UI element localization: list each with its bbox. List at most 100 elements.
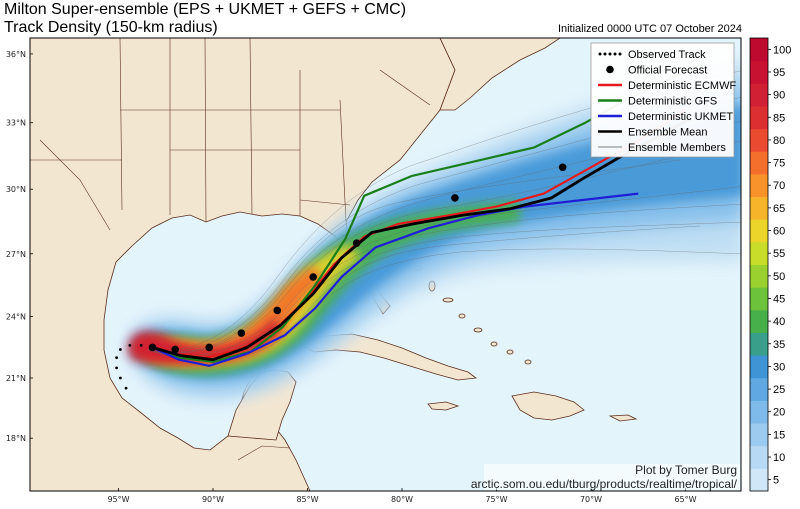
lat-label: 24°N (6, 313, 26, 322)
colorbar-segment (750, 445, 768, 469)
colorbar-segment (750, 400, 768, 424)
lon-label: 65°W (674, 495, 696, 504)
ukmet-track (152, 192, 639, 367)
official-forecast-point (451, 194, 459, 202)
lat-label: 36°N (6, 50, 26, 59)
colorbar-segment (750, 287, 768, 311)
colorbar-segment (750, 128, 768, 152)
colorbar-tick-label: 30 (773, 361, 785, 373)
lon-label: 95°W (107, 495, 129, 504)
legend: Observed Track Official Forecast Determini… (590, 42, 736, 158)
colorbar-tick-label: 45 (773, 293, 785, 305)
observed-track-point (115, 366, 119, 370)
official-forecast-point (205, 343, 214, 352)
legend-swatch-observed (598, 52, 602, 56)
colorbar-segment (750, 173, 768, 198)
legend-swatch-forecast (606, 65, 614, 74)
colorbar-tick-label: 65 (773, 203, 785, 215)
colorbar-segment (750, 38, 768, 62)
credit-author: Plot by Tomer Burg (635, 463, 737, 477)
puerto-rico-island (608, 414, 638, 422)
legend-label: Ensemble Members (628, 142, 726, 154)
colorbar-tick-label: 100 (773, 44, 791, 56)
official-forecast-point (171, 345, 179, 354)
lon-label: 75°W (485, 495, 507, 504)
colorbar-segment (750, 309, 768, 333)
observed-track-point (115, 356, 119, 360)
ecmwf-track (152, 108, 687, 359)
colorbar-tick-label: 35 (773, 339, 785, 351)
legend-swatch-observed (608, 52, 612, 56)
initialized-timestamp: Initialized 0000 UTC 07 October 2024 (557, 23, 742, 35)
observed-track-point (118, 376, 122, 380)
hispaniola-island (511, 391, 585, 421)
legend-label: Ensemble Mean (628, 127, 708, 139)
observed-track-point (118, 348, 122, 351)
lat-label: 30°N (6, 185, 26, 194)
lat-label: 21°N (6, 374, 26, 383)
official-forecast-point (352, 239, 361, 247)
colorbar-segment (750, 377, 768, 401)
colorbar-segment (750, 105, 768, 130)
lat-label: 33°N (6, 119, 26, 128)
colorbar-tick-label: 85 (773, 112, 785, 124)
colorbar-tick-label: 75 (773, 158, 785, 170)
observed-track-points (115, 344, 154, 390)
legend-swatch-observed (618, 52, 622, 56)
colorbar-segment (750, 241, 768, 265)
colorbar-tick-label: 60 (773, 226, 785, 238)
legend-label: Official Forecast (628, 65, 707, 77)
colorbar-tick-label: 50 (773, 271, 785, 283)
colorbar-tick-label: 15 (773, 429, 785, 441)
gfs-track (152, 62, 705, 363)
official-forecast-points (148, 163, 567, 354)
colorbar-tick-label: 5 (773, 475, 779, 487)
colorbar-tick-label: 55 (773, 248, 785, 260)
observed-track-point (151, 344, 154, 347)
colorbar-segment (750, 355, 768, 379)
colorbar-segment (750, 83, 768, 107)
colorbar-segment (750, 60, 768, 84)
colorbar-tick-label: 95 (773, 67, 785, 79)
official-forecast-point (558, 163, 567, 172)
colorbar-tick-label: 90 (773, 90, 785, 102)
country-borders (39, 139, 291, 461)
state-borders (30, 38, 431, 223)
official-forecast-point (309, 273, 317, 281)
lat-label: 18°N (6, 434, 26, 443)
colorbar-tick-label: 40 (773, 316, 785, 328)
legend-label: Deterministic UKMET (628, 111, 733, 123)
credit-block: Plot by Tomer Burg arctic.som.ou.edu/tbu… (471, 463, 740, 491)
lon-label: 85°W (296, 495, 318, 504)
jamaica-island (427, 401, 460, 411)
ensemble-mean-track (152, 116, 692, 362)
map-title: Milton Super-ensemble (EPS + UKMET + GEF… (4, 1, 407, 18)
colorbar-tick-label: 25 (773, 384, 785, 396)
legend-swatch-observed (613, 52, 617, 56)
official-forecast-point (273, 306, 282, 315)
credit-url: arctic.som.ou.edu/tburg/products/realtim… (471, 477, 738, 491)
observed-track-point (124, 386, 128, 390)
map-frame (29, 37, 742, 492)
official-forecast-point (148, 343, 157, 352)
colorbar-tick-label: 70 (773, 180, 785, 192)
colorbar-tick-label: 80 (773, 135, 785, 147)
colorbar-segment (750, 332, 768, 356)
colorbar-segment (750, 196, 768, 220)
cuba-island (298, 333, 478, 381)
observed-track-point (128, 344, 132, 347)
east-coast-landmass (439, 38, 561, 111)
longitude-labels: 95°W 90°W 85°W 80°W 75°W 70°W 65°W (107, 488, 697, 504)
latitude-labels: 18°N 21°N 24°N 27°N 30°N 33°N 36°N (6, 50, 33, 443)
legend-label: Deterministic GFS (628, 96, 717, 108)
colorbar-segment (750, 219, 768, 243)
official-forecast-point (237, 329, 246, 337)
lat-label: 27°N (6, 250, 26, 259)
colorbar-segment (750, 264, 768, 288)
colorbar-tick-label: 10 (773, 452, 785, 464)
forecast-tracks (152, 62, 705, 367)
lon-label: 70°W (580, 495, 602, 504)
legend-label: Deterministic ECMWF (628, 80, 736, 92)
observed-track-point (139, 344, 143, 347)
